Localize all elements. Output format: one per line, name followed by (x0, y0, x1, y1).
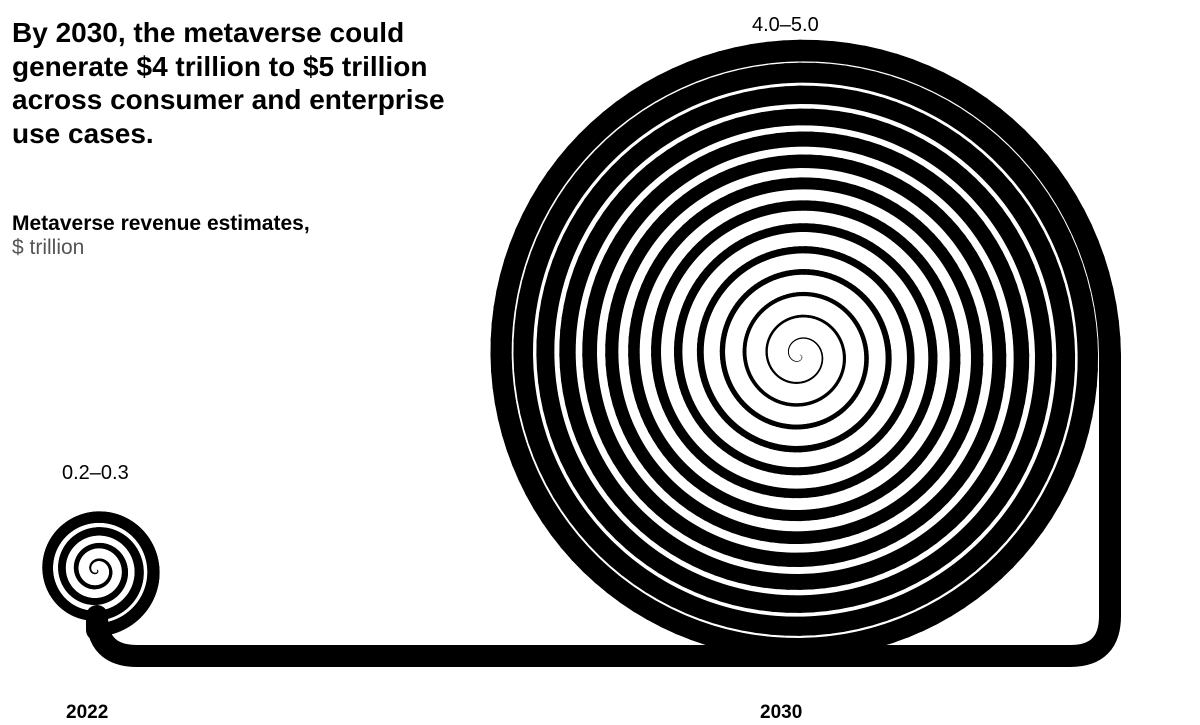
spiral-graphic (0, 0, 1200, 725)
infographic-stage: By 2030, the metaverse could generate $4… (0, 0, 1200, 725)
